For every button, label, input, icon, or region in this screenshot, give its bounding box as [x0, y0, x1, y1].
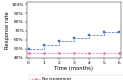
Antispasmodics with up to 4 line switches for non-responders: [88, 34, 90, 35]
No treatment: [58, 52, 59, 53]
No treatment: [103, 52, 105, 53]
No treatment: [73, 52, 75, 53]
Antispasmodics with up to 4 line switches for non-responders: [118, 32, 120, 33]
Antispasmodics with up to 4 line switches for non-responders: [103, 32, 105, 33]
No treatment: [43, 52, 44, 53]
X-axis label: Time (months): Time (months): [54, 66, 93, 71]
No treatment: [88, 52, 90, 53]
Antispasmodics with up to 4 line switches for non-responders: [73, 37, 75, 38]
Line: Antispasmodics with up to 4 line switches for non-responders: Antispasmodics with up to 4 line switche…: [28, 31, 120, 50]
Y-axis label: Response rate: Response rate: [5, 11, 10, 49]
No treatment: [118, 52, 120, 53]
Legend: No treatment, Antispasmodics with up to 4 line switches for non-responders: No treatment, Antispasmodics with up to …: [29, 75, 123, 80]
Antispasmodics with up to 4 line switches for non-responders: [43, 44, 44, 45]
Antispasmodics with up to 4 line switches for non-responders: [58, 41, 59, 42]
Line: No treatment: No treatment: [28, 52, 120, 54]
No treatment: [28, 52, 29, 53]
Antispasmodics with up to 4 line switches for non-responders: [28, 48, 29, 49]
